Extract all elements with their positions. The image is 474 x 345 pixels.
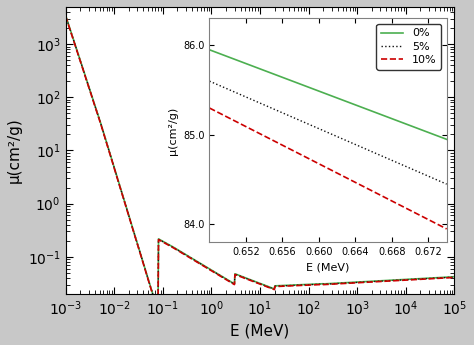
Y-axis label: μ(cm²/g): μ(cm²/g): [7, 118, 22, 183]
X-axis label: E (MeV): E (MeV): [230, 323, 290, 338]
